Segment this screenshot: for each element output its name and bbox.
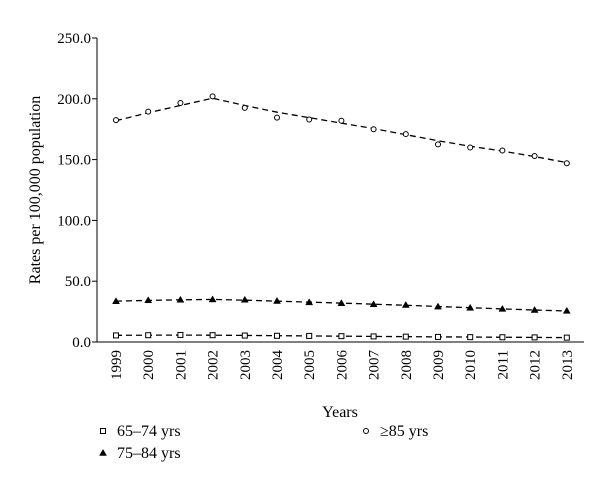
data-point	[499, 334, 506, 341]
y-tick-label: 250.0	[57, 31, 91, 47]
x-tick-label: 2006	[334, 350, 350, 381]
legend-item: 65–74 yrs	[100, 423, 181, 440]
x-tick-label: 2005	[302, 350, 318, 380]
data-point	[338, 117, 345, 124]
x-tick-label: 2003	[238, 350, 254, 380]
x-tick-label: 2007	[367, 350, 383, 381]
data-point	[240, 295, 249, 303]
data-point	[563, 160, 570, 167]
x-tick-label: 2004	[270, 350, 286, 381]
data-point	[274, 332, 280, 339]
legend-marker	[363, 428, 369, 434]
data-point	[241, 332, 248, 339]
data-point	[530, 306, 539, 313]
data-point	[241, 104, 248, 111]
data-point	[306, 116, 313, 123]
data-point	[338, 333, 345, 340]
data-point	[435, 333, 441, 340]
x-axis-label: Years	[322, 404, 358, 421]
x-tick-label: 2000	[141, 350, 157, 380]
legend-item: 75–84 yrs	[99, 445, 181, 462]
x-axis-ticks: 1999 2000 2001 2002 2003 2004 2005 2006 2007 2008…	[109, 350, 576, 381]
x-tick-label: 2010	[463, 350, 479, 380]
data-point	[498, 304, 507, 312]
data-point	[112, 297, 120, 305]
x-tick-label: 1999	[109, 350, 125, 380]
series-1	[112, 295, 571, 314]
data-point	[370, 333, 377, 340]
x-tick-label: 2008	[399, 350, 415, 380]
data-point	[176, 295, 185, 303]
data-point	[466, 303, 475, 311]
data-point	[113, 332, 119, 339]
data-point	[531, 334, 538, 341]
data-point	[306, 332, 313, 339]
data-point	[113, 117, 119, 124]
data-point	[370, 126, 377, 133]
data-point	[402, 333, 409, 340]
data-point	[305, 298, 314, 306]
series-2	[113, 93, 570, 167]
data-point	[467, 334, 474, 341]
legend-label: ≥85 yrs	[380, 423, 428, 440]
series-0	[113, 331, 570, 341]
y-tick-label: 50.0	[65, 274, 91, 290]
y-tick-label: 200.0	[57, 92, 91, 108]
data-point	[209, 93, 216, 100]
x-tick-label: 2009	[431, 350, 447, 380]
legend-label: 65–74 yrs	[117, 423, 181, 440]
data-point	[467, 144, 474, 151]
y-axis-label: Rates per 100,000 population	[27, 96, 44, 284]
x-tick-label: 2013	[560, 350, 576, 380]
y-tick-label: 0.0	[72, 335, 91, 351]
data-point	[145, 332, 152, 339]
legend-label: 75–84 yrs	[117, 445, 181, 462]
series-line	[115, 97, 567, 164]
data-point	[435, 141, 441, 148]
data-point	[274, 114, 280, 121]
data-point	[369, 300, 378, 308]
data-point	[434, 302, 442, 310]
y-tick-label: 100.0	[57, 213, 91, 229]
data-point	[401, 301, 410, 308]
data-point	[499, 147, 506, 154]
data-point	[531, 152, 538, 159]
legend-item: ≥85 yrs	[363, 423, 428, 440]
data-point	[144, 296, 153, 304]
data-point	[562, 306, 571, 314]
x-tick-label: 2002	[206, 350, 222, 380]
data-point	[145, 108, 152, 115]
legend-marker	[99, 449, 107, 456]
data-point	[209, 332, 216, 339]
data-point	[208, 295, 217, 303]
data-point	[563, 334, 570, 341]
series-layer	[112, 93, 571, 341]
legend-marker	[100, 428, 106, 434]
data-point	[337, 299, 346, 306]
data-point	[273, 297, 281, 304]
y-axis-ticks: 0.0 50.0 100.0 150.0 200.0 250.0	[57, 31, 97, 351]
data-point	[177, 100, 184, 107]
x-tick-label: 2001	[173, 350, 189, 380]
legend: 65–74 yrs 75–84 yrs ≥85 yrs	[99, 423, 428, 462]
data-point	[177, 331, 184, 338]
y-tick-label: 150.0	[57, 153, 91, 169]
data-point	[402, 131, 409, 138]
x-tick-label: 2012	[528, 350, 544, 380]
x-tick-label: 2011	[495, 350, 511, 379]
